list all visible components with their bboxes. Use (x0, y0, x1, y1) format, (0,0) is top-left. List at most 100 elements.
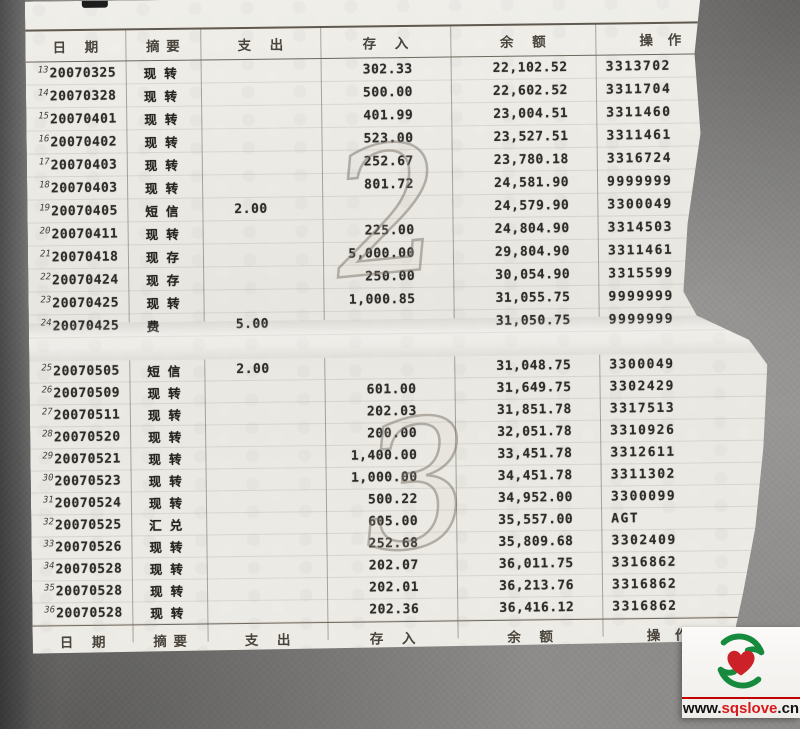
cell-date: 3220070525 (43, 517, 122, 534)
cell-operation: 3302429 (609, 378, 675, 395)
cell-summary: 现转 (149, 539, 191, 556)
cell-credit: 523.00 (363, 130, 414, 147)
cell-date: 2620070509 (41, 385, 121, 402)
cell-summary: 现转 (143, 65, 185, 81)
line-number: 20 (39, 225, 51, 236)
cell-balance: 34,451.78 (497, 468, 573, 484)
cell-credit (322, 206, 452, 208)
cell-debit (201, 70, 321, 71)
cell-summary: 现转 (143, 88, 186, 104)
cell-date: 2320070425 (40, 294, 120, 311)
cell-operation: 3300099 (610, 488, 677, 505)
line-number: 19 (39, 202, 51, 213)
cell-debit (203, 254, 323, 255)
line-number: 25 (41, 363, 53, 374)
photo-artifact (82, 1, 108, 8)
cell-date: 1420070328 (37, 87, 117, 104)
line-number: 14 (37, 87, 49, 99)
cell-summary: 短信 (145, 203, 187, 219)
cell-credit: 1,000.00 (350, 469, 418, 486)
cell-summary: 现转 (146, 295, 188, 311)
cell-summary: 现转 (145, 180, 187, 196)
cell-credit: 250.00 (365, 268, 416, 285)
cell-date: 3120070524 (42, 495, 122, 512)
cell-operation: 3300049 (609, 356, 675, 373)
cell-balance: 31,055.75 (495, 289, 571, 306)
cell-balance: 24,804.90 (494, 220, 570, 237)
logo-url-www: www. (682, 700, 722, 717)
cell-balance: 23,527.51 (493, 128, 569, 145)
cell-debit (201, 116, 321, 117)
cell-summary: 现存 (145, 249, 188, 265)
logo-url: www.sqslove.cn (682, 700, 800, 717)
cell-summary: 现转 (147, 385, 189, 402)
cell-credit: 401.99 (363, 107, 414, 124)
cell-balance: 23,780.18 (493, 151, 569, 168)
line-number: 34 (43, 561, 55, 572)
cell-balance: 34,952.00 (497, 490, 574, 506)
column-footer-credit: 存 入 (369, 630, 416, 648)
line-number: 30 (42, 473, 54, 484)
cell-balance: 31,649.75 (496, 380, 572, 396)
column-header-summary: 摘 要 (145, 38, 180, 56)
line-number: 35 (43, 583, 55, 594)
cell-credit: 252.67 (363, 153, 414, 170)
line-number: 21 (39, 248, 51, 259)
cell-debit (203, 231, 323, 232)
cell-date: 2920070521 (42, 451, 121, 468)
cell-balance: 24,581.90 (494, 174, 570, 191)
line-number: 27 (41, 407, 53, 418)
cell-operation: 3311302 (610, 466, 677, 483)
cell-credit: 202.01 (368, 579, 420, 596)
cell-date: 3420070528 (43, 561, 123, 578)
cell-date: 2220070424 (40, 271, 119, 288)
cell-debit (205, 457, 325, 458)
cell-debit (207, 567, 327, 568)
cell-credit: 302.33 (362, 61, 413, 78)
cell-summary: 现转 (147, 407, 189, 424)
cell-balance: 35,809.68 (498, 533, 574, 550)
cell-credit: 605.00 (368, 513, 419, 530)
line-number: 18 (39, 179, 50, 190)
cell-balance: 24,579.90 (494, 197, 570, 214)
column-footer-summary: 摘 要 (153, 633, 188, 651)
cell-date: 2520070505 (41, 363, 120, 380)
cell-credit: 500.22 (367, 491, 419, 508)
cell-debit (206, 501, 326, 502)
cell-date: 1520070401 (38, 110, 117, 127)
column-header-balance: 余 额 (499, 34, 546, 51)
cell-balance: 36,213.76 (498, 577, 575, 594)
column-footer-debit: 支 出 (244, 632, 291, 650)
cell-debit (203, 277, 323, 278)
cell-debit (205, 413, 325, 414)
cell-summary: 现转 (149, 561, 191, 578)
cell-balance: 30,054.90 (495, 266, 571, 283)
cell-operation: AGT (611, 511, 640, 527)
cell-date: 3520070528 (43, 583, 123, 600)
logo-url-tld: .cn (777, 700, 800, 717)
cell-credit: 801.72 (364, 176, 415, 193)
cell-summary: 现转 (144, 157, 186, 173)
cell-date: 2020070411 (39, 225, 119, 242)
cell-date: 1320070325 (37, 64, 117, 81)
cell-summary: 汇兑 (149, 517, 191, 534)
cell-credit: 200.00 (367, 425, 418, 442)
cell-credit: 500.00 (362, 84, 414, 101)
cell-summary: 现转 (144, 134, 186, 150)
cell-debit: 2.00 (234, 201, 268, 217)
cell-debit (201, 93, 321, 94)
cell-summary: 现转 (150, 605, 192, 622)
cell-debit (206, 523, 326, 524)
line-number: 16 (38, 133, 50, 145)
cell-date: 1920070405 (39, 202, 118, 219)
column-footer-balance: 余 额 (507, 629, 554, 646)
logo-divider (682, 697, 800, 699)
cell-debit (202, 139, 322, 140)
cell-date: 1820070403 (39, 179, 118, 196)
cell-debit (202, 162, 322, 163)
cell-credit: 1,000.85 (348, 291, 416, 308)
sqslove-heart-hands-icon (717, 633, 765, 689)
cell-date: 1720070403 (38, 156, 118, 173)
line-number: 29 (42, 451, 54, 462)
cell-credit: 225.00 (364, 222, 415, 239)
